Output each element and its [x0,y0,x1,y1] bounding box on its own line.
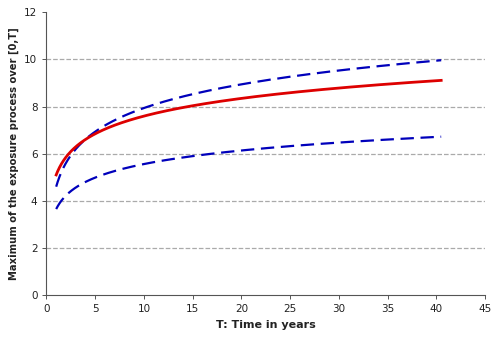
X-axis label: T: Time in years: T: Time in years [216,320,316,330]
Y-axis label: Maximum of the exposure process over [0,T]: Maximum of the exposure process over [0,… [8,27,18,280]
